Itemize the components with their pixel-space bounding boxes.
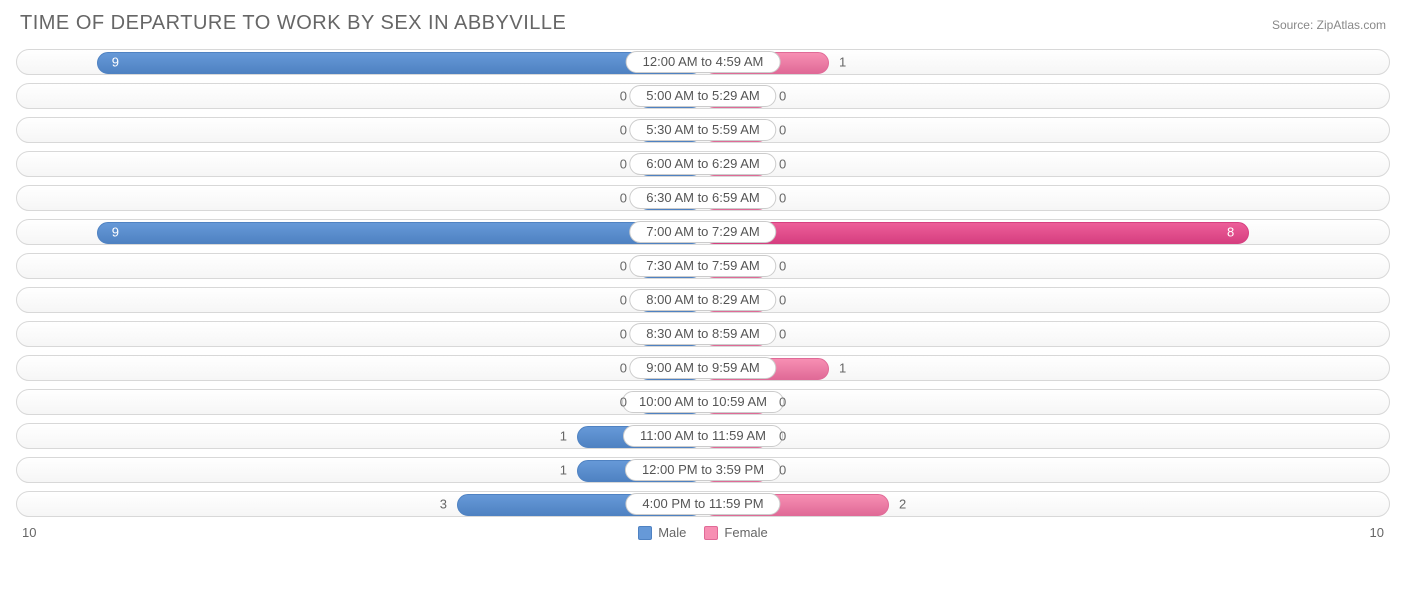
value-label-female: 0 — [779, 123, 786, 138]
chart-row: 4:00 PM to 11:59 PM 3 2 — [16, 491, 1390, 517]
value-label-male: 0 — [620, 395, 627, 410]
row-category-label: 7:30 AM to 7:59 AM — [629, 255, 776, 277]
chart-row: 8:00 AM to 8:29 AM0 0 — [16, 287, 1390, 313]
value-label-male: 1 — [560, 463, 567, 478]
value-label-female: 2 — [899, 497, 906, 512]
chart-footer: 10 Male Female 10 — [16, 525, 1390, 540]
bar-male — [97, 52, 703, 74]
row-category-label: 11:00 AM to 11:59 AM — [623, 425, 783, 447]
row-category-label: 5:00 AM to 5:29 AM — [629, 85, 776, 107]
value-label-male: 0 — [620, 361, 627, 376]
row-category-label: 4:00 PM to 11:59 PM — [625, 493, 780, 515]
row-category-label: 6:00 AM to 6:29 AM — [629, 153, 776, 175]
value-label-male: 0 — [620, 327, 627, 342]
row-category-label: 7:00 AM to 7:29 AM — [629, 221, 776, 243]
legend-label-male: Male — [658, 525, 686, 540]
legend-label-female: Female — [724, 525, 767, 540]
row-category-label: 10:00 AM to 10:59 AM — [622, 391, 784, 413]
chart-source: Source: ZipAtlas.com — [1272, 18, 1386, 32]
chart-row: 6:00 AM to 6:29 AM0 0 — [16, 151, 1390, 177]
chart-row: 5:30 AM to 5:59 AM0 0 — [16, 117, 1390, 143]
chart-row: 12:00 PM to 3:59 PM 1 0 — [16, 457, 1390, 483]
value-label-male: 1 — [560, 429, 567, 444]
chart-row: 9:00 AM to 9:59 AM0 1 — [16, 355, 1390, 381]
value-label-female: 8 — [1227, 225, 1234, 240]
swatch-female — [704, 526, 718, 540]
chart-area: 12:00 AM to 4:59 AM915:00 AM to 5:29 AM0… — [16, 49, 1390, 517]
value-label-male: 9 — [112, 55, 119, 70]
row-category-label: 5:30 AM to 5:59 AM — [629, 119, 776, 141]
row-category-label: 12:00 PM to 3:59 PM — [625, 459, 781, 481]
chart-row: 5:00 AM to 5:29 AM0 0 — [16, 83, 1390, 109]
row-category-label: 12:00 AM to 4:59 AM — [626, 51, 781, 73]
chart-header: TIME OF DEPARTURE TO WORK BY SEX IN ABBY… — [16, 12, 1390, 35]
value-label-female: 1 — [839, 361, 846, 376]
row-category-label: 8:00 AM to 8:29 AM — [629, 289, 776, 311]
swatch-male — [638, 526, 652, 540]
chart-row: 6:30 AM to 6:59 AM0 0 — [16, 185, 1390, 211]
chart-row: 7:00 AM to 7:29 AM 9 8 — [16, 219, 1390, 245]
value-label-female: 0 — [779, 463, 786, 478]
bar-male — [97, 222, 703, 244]
legend-item-male: Male — [638, 525, 686, 540]
row-category-label: 8:30 AM to 8:59 AM — [629, 323, 776, 345]
value-label-male: 0 — [620, 157, 627, 172]
chart-row: 11:00 AM to 11:59 AM 1 0 — [16, 423, 1390, 449]
axis-max-right: 10 — [1370, 525, 1384, 540]
legend: Male Female — [638, 525, 768, 540]
chart-row: 10:00 AM to 10:59 AM00 — [16, 389, 1390, 415]
chart-row: 12:00 AM to 4:59 AM 9 1 — [16, 49, 1390, 75]
value-label-male: 0 — [620, 259, 627, 274]
row-category-label: 6:30 AM to 6:59 AM — [629, 187, 776, 209]
value-label-male: 0 — [620, 293, 627, 308]
chart-row: 8:30 AM to 8:59 AM0 0 — [16, 321, 1390, 347]
value-label-female: 0 — [779, 259, 786, 274]
axis-max-left: 10 — [22, 525, 36, 540]
value-label-female: 1 — [839, 55, 846, 70]
legend-item-female: Female — [704, 525, 767, 540]
value-label-female: 0 — [779, 191, 786, 206]
value-label-male: 0 — [620, 123, 627, 138]
bar-female — [703, 222, 1249, 244]
chart-row: 7:30 AM to 7:59 AM0 0 — [16, 253, 1390, 279]
value-label-female: 0 — [779, 89, 786, 104]
value-label-male: 3 — [440, 497, 447, 512]
value-label-male: 9 — [112, 225, 119, 240]
value-label-female: 0 — [779, 327, 786, 342]
value-label-female: 0 — [779, 429, 786, 444]
value-label-female: 0 — [779, 293, 786, 308]
value-label-female: 0 — [779, 157, 786, 172]
value-label-female: 0 — [779, 395, 786, 410]
row-category-label: 9:00 AM to 9:59 AM — [629, 357, 776, 379]
value-label-male: 0 — [620, 191, 627, 206]
chart-title: TIME OF DEPARTURE TO WORK BY SEX IN ABBY… — [20, 12, 566, 35]
value-label-male: 0 — [620, 89, 627, 104]
